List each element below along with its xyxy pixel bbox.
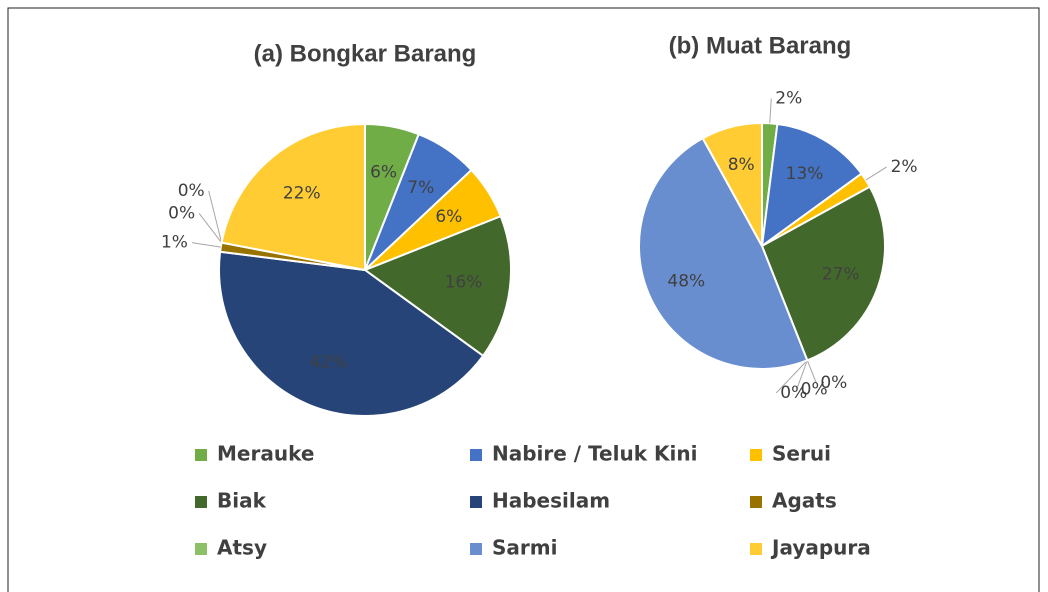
leader-line <box>198 213 222 243</box>
data-label: 0% <box>168 203 195 223</box>
leader-line <box>775 360 808 394</box>
data-label: 42% <box>310 352 348 372</box>
legend-label: Atsy <box>217 536 267 560</box>
data-label: 8% <box>728 155 755 175</box>
data-label: 13% <box>786 164 824 184</box>
legend-swatch <box>195 543 207 555</box>
data-label: 2% <box>775 89 802 109</box>
data-label: 0% <box>820 373 847 393</box>
leader-line <box>191 242 221 248</box>
leader-line <box>769 98 772 124</box>
data-label: 16% <box>445 272 483 292</box>
legend-swatch <box>470 449 482 461</box>
legend-swatch <box>750 496 762 508</box>
legend-label: Agats <box>772 489 837 513</box>
frame <box>7 7 1040 592</box>
pie-slice <box>760 185 886 362</box>
data-label: 27% <box>822 264 860 284</box>
data-label: 48% <box>667 272 705 292</box>
pie-slice <box>760 122 863 249</box>
data-label: 6% <box>370 162 397 182</box>
legend-swatch <box>750 449 762 461</box>
legend-swatch <box>195 496 207 508</box>
legend-swatch <box>750 543 762 555</box>
leader-line <box>796 360 808 390</box>
leader-line <box>806 360 817 384</box>
legend-label: Biak <box>217 489 267 513</box>
legend-swatch <box>470 496 482 508</box>
legend-label: Merauke <box>217 442 314 466</box>
data-label: 1% <box>161 233 188 253</box>
legend-label: Jayapura <box>770 536 871 560</box>
data-label: 22% <box>283 184 321 204</box>
data-label: 7% <box>407 178 434 198</box>
legend-label: Sarmi <box>492 536 557 560</box>
leader-line <box>208 190 223 243</box>
data-label: 6% <box>435 207 462 227</box>
pie-slice <box>218 250 485 417</box>
chart-title: (b) Muat Barang <box>669 32 852 59</box>
legend-label: Serui <box>772 442 831 466</box>
legend-swatch <box>470 543 482 555</box>
pie-slice <box>701 121 763 247</box>
legend-swatch <box>195 449 207 461</box>
data-label: 0% <box>801 379 828 399</box>
data-label: 2% <box>891 157 918 177</box>
pie-slice <box>638 136 809 370</box>
pie-slice <box>362 214 512 358</box>
legend-label: Habesilam <box>492 489 610 513</box>
data-label: 0% <box>780 383 807 403</box>
chart-title: (a) Bongkar Barang <box>254 40 477 67</box>
leader-line <box>865 166 887 181</box>
legend-label: Nabire / Teluk Kini <box>492 442 697 466</box>
pie-slice <box>220 122 366 272</box>
data-label: 0% <box>178 181 205 201</box>
